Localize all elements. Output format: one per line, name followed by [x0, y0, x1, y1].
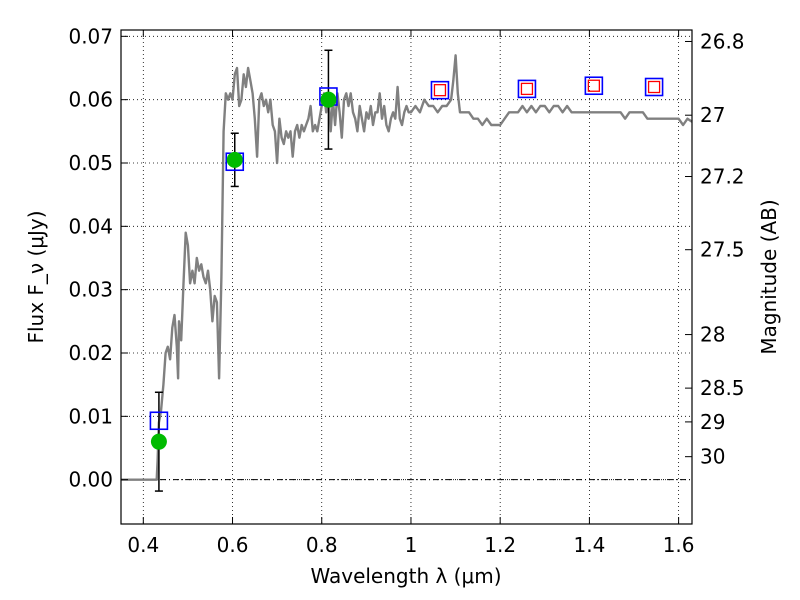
- observed-point: [150, 433, 167, 450]
- observed-point: [320, 91, 337, 108]
- x-tick-label: 1: [405, 533, 418, 557]
- predicted-square: [647, 80, 661, 94]
- x-tick-label: 1.6: [663, 533, 695, 557]
- y-tick-label: 0.05: [68, 151, 113, 175]
- y2-tick-label: 27.5: [700, 238, 745, 262]
- y2-tick-label: 26.8: [700, 29, 745, 53]
- y-tick-label: 0.00: [68, 468, 113, 492]
- y2-tick-label: 28.5: [700, 376, 745, 400]
- model-photometry-square: [644, 77, 664, 97]
- y-tick-label: 0.06: [68, 88, 113, 112]
- x-tick-label: 1.4: [573, 533, 605, 557]
- predicted-square: [520, 82, 534, 96]
- y2-tick-label: 27.2: [700, 165, 745, 189]
- plot-frame: [120, 29, 693, 525]
- y-tick-label: 0.07: [68, 24, 113, 48]
- y2-tick-label: 29: [700, 410, 725, 434]
- model-photometry-square: [584, 76, 604, 96]
- model-photometry-square: [517, 79, 537, 99]
- sed-curve-group: [121, 54, 693, 481]
- x-tick-label: 1.2: [484, 533, 516, 557]
- y2-tick-label: 27: [700, 103, 725, 127]
- x-axis-label: Wavelength λ (μm): [310, 564, 501, 588]
- y-tick-label: 0.03: [68, 278, 113, 302]
- predicted-square: [433, 84, 447, 97]
- x-tick-label: 0.6: [217, 533, 249, 557]
- model-photometry-square: [149, 411, 169, 431]
- axis-ticks: 0.4 0.6 0.8 1 1.2 1.4 1.6 0.00 0.01 0.02 0.03 0.04 0…: [68, 24, 744, 557]
- sed-model-curve: [121, 54, 693, 481]
- x-tick-label: 0.4: [127, 533, 159, 557]
- photometry-markers: [149, 49, 664, 492]
- predicted-square: [587, 79, 601, 92]
- x-tick-label: 0.8: [306, 533, 338, 557]
- y-axis-label: Flux F_ν (μJy): [24, 210, 48, 343]
- y2-tick-label: 30: [700, 445, 725, 469]
- y-tick-label: 0.04: [68, 214, 113, 238]
- observed-point: [226, 151, 243, 168]
- y-tick-label: 0.01: [68, 404, 113, 428]
- y2-axis-label: Magnitude (AB): [757, 199, 781, 354]
- model-photometry-square: [430, 80, 450, 100]
- y2-tick-label: 28: [700, 323, 725, 347]
- y-tick-label: 0.02: [68, 341, 113, 365]
